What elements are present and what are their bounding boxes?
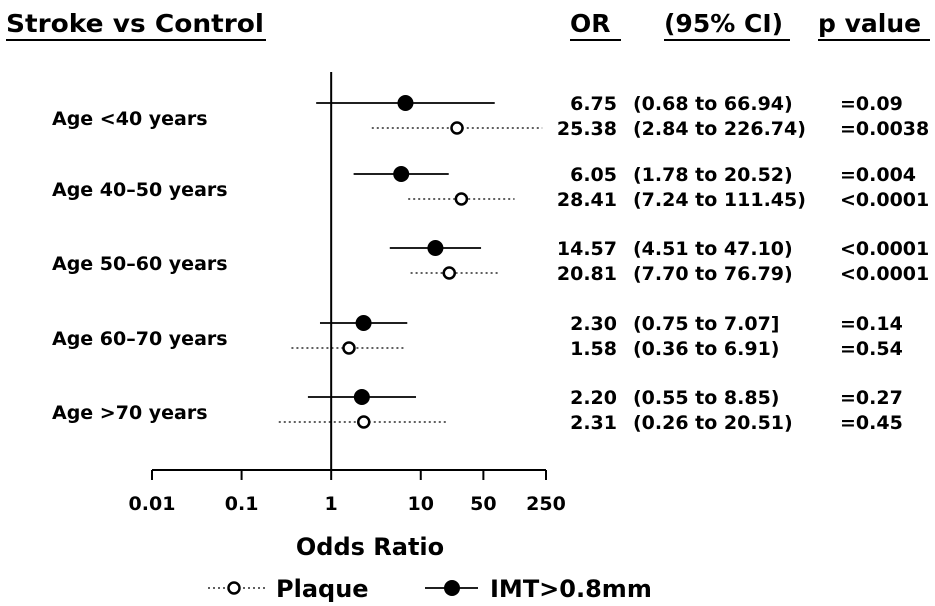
or-value: 6.75 <box>570 93 617 115</box>
or-value: 20.81 <box>557 263 617 285</box>
or-column-header: OR <box>570 9 611 38</box>
p-value: <0.0001 <box>840 263 929 285</box>
x-axis-label: Odds Ratio <box>296 533 444 561</box>
header-row: Stroke vs Control OR (95% CI) p value <box>6 9 930 41</box>
ci-value: (0.36 to 6.91) <box>633 338 780 360</box>
ci-value: (2.84 to 226.74) <box>633 118 806 140</box>
or-value: 25.38 <box>557 118 617 140</box>
legend: Plaque IMT>0.8mm <box>208 575 652 603</box>
or-value: 2.20 <box>570 387 617 409</box>
age-group-3: Age 50–60 years 14.57 (4.51 to 47.10) <0.00… <box>52 238 929 285</box>
age-group-1: Age <40 years 6.75 (0.68 to 66.94) =0.09 25.… <box>52 93 929 140</box>
age-group-label: Age 40–50 years <box>52 179 228 201</box>
legend-item-imt: IMT>0.8mm <box>425 575 652 603</box>
imt-point-marker <box>397 95 414 111</box>
or-value: 2.31 <box>570 412 617 434</box>
x-tick-label: 10 <box>408 493 434 515</box>
p-value: =0.45 <box>840 412 903 434</box>
x-tick-label: 0.1 <box>225 493 259 515</box>
axes: 0.01 0.1 1 10 50 250 Odds Ratio <box>129 72 566 561</box>
p-column-header: p value <box>818 9 921 38</box>
ci-value: (4.51 to 47.10) <box>633 238 793 260</box>
legend-plaque-label: Plaque <box>276 575 369 603</box>
plaque-point-marker <box>442 266 457 280</box>
figure-title: Stroke vs Control <box>6 9 264 38</box>
plaque-point-marker <box>356 415 371 429</box>
age-group-label: Age 50–60 years <box>52 253 228 275</box>
or-value: 2.30 <box>570 313 617 335</box>
x-tick-label: 250 <box>526 493 566 515</box>
legend-imt-label: IMT>0.8mm <box>490 575 652 603</box>
or-value: 28.41 <box>557 189 617 211</box>
p-value: =0.004 <box>840 164 916 186</box>
p-value: <0.0001 <box>840 189 929 211</box>
imt-point-marker <box>353 389 370 405</box>
ci-value: (7.24 to 111.45) <box>633 189 806 211</box>
age-group-4: Age 60–70 years 2.30 (0.75 to 7.07] =0.14 1.… <box>52 313 903 360</box>
x-axis-ticks: 0.01 0.1 1 10 50 250 <box>129 470 566 515</box>
age-group-2: Age 40–50 years 6.05 (1.78 to 20.52) =0.004… <box>52 164 929 211</box>
forest-rows: Age <40 years 6.75 (0.68 to 66.94) =0.09 25.… <box>52 93 929 434</box>
p-value: =0.0038 <box>840 118 929 140</box>
imt-point-marker <box>393 166 410 182</box>
plaque-point-marker <box>450 121 464 135</box>
age-group-label: Age 60–70 years <box>52 328 228 350</box>
p-value: =0.14 <box>840 313 903 335</box>
legend-plaque-marker <box>227 581 241 595</box>
p-value: =0.09 <box>840 93 903 115</box>
legend-imt-marker <box>444 580 460 596</box>
age-group-label: Age >70 years <box>52 402 208 424</box>
or-value: 6.05 <box>570 164 617 186</box>
x-tick-label: 0.01 <box>129 493 176 515</box>
ci-value: (7.70 to 76.79) <box>633 263 793 285</box>
imt-point-marker <box>427 240 444 256</box>
or-value: 14.57 <box>557 238 617 260</box>
p-value: <0.0001 <box>840 238 929 260</box>
plaque-point-marker <box>454 192 469 206</box>
legend-item-plaque: Plaque <box>208 575 369 603</box>
ci-value: (1.78 to 20.52) <box>633 164 793 186</box>
ci-value: (0.26 to 20.51) <box>633 412 793 434</box>
ci-value: (0.75 to 7.07] <box>633 313 780 335</box>
x-tick-label: 50 <box>470 493 496 515</box>
age-group-label: Age <40 years <box>52 108 208 130</box>
ci-column-header: (95% CI) <box>664 9 783 38</box>
x-tick-label: 1 <box>325 493 338 515</box>
p-value: =0.27 <box>840 387 903 409</box>
or-value: 1.58 <box>570 338 617 360</box>
plaque-point-marker <box>342 341 356 355</box>
p-value: =0.54 <box>840 338 903 360</box>
ci-value: (0.55 to 8.85) <box>633 387 780 409</box>
ci-value: (0.68 to 66.94) <box>633 93 793 115</box>
imt-point-marker <box>355 315 372 331</box>
age-group-5: Age >70 years 2.20 (0.55 to 8.85) =0.27 2.31… <box>52 387 903 434</box>
